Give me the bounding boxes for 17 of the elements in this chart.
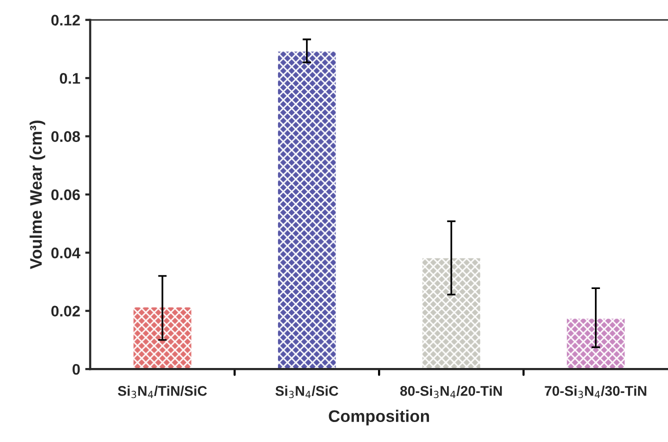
y-tick-label: 0.04 xyxy=(51,248,80,258)
bar xyxy=(134,307,192,370)
y-tick-label: 0 xyxy=(72,364,80,375)
y-tick-label: 0.02 xyxy=(51,306,80,317)
bar xyxy=(566,318,625,370)
y-tick-label: 0.12 xyxy=(51,14,80,26)
y-tick-label: 0.08 xyxy=(51,131,80,142)
x-axis-title: Composition xyxy=(328,410,429,426)
x-tick-label: Si$_{3}$N$_{4}$/SiC xyxy=(275,386,338,398)
y-axis-title: Voulme Wear (cm³) xyxy=(30,120,46,270)
bar xyxy=(422,258,480,370)
y-tick-label: 0.1 xyxy=(60,72,80,84)
x-tick-label: 70-Si$_{3}$N$_{4}$/30-TiN xyxy=(544,386,646,398)
y-tick-label: 0.06 xyxy=(51,189,80,200)
x-tick-label: 80-Si$_{3}$N$_{4}$/20-TiN xyxy=(400,386,502,398)
x-tick-label: Si$_{3}$N$_{4}$/TiN/SiC xyxy=(118,386,207,398)
bar xyxy=(278,52,336,370)
